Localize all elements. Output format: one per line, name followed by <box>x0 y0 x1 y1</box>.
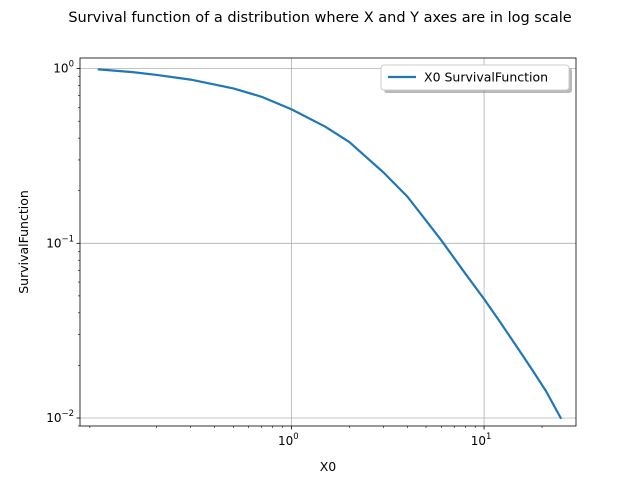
legend-frame <box>380 64 570 91</box>
minor-ticks <box>78 76 543 428</box>
grid-lines <box>80 58 576 426</box>
legend-label: X0 SurvivalFunction <box>424 70 548 85</box>
chart-title: Survival function of a distribution wher… <box>68 10 571 26</box>
x-tick-label: 100 <box>278 432 299 448</box>
x-tick-label: 101 <box>471 432 492 448</box>
x-axis-label: X0 <box>320 459 337 474</box>
y-tick-label: 100 <box>53 60 74 76</box>
y-tick-label: 10−2 <box>46 409 74 425</box>
series-layer <box>97 68 562 420</box>
y-tick-label: 10−1 <box>46 234 74 250</box>
plot-area-frame <box>79 57 577 427</box>
y-axis-label: SurvivalFunction <box>16 190 31 294</box>
axis-ticks: 100 101 100 10−1 10−2 <box>46 60 491 448</box>
survival-function-line <box>97 68 562 420</box>
legend: X0 SurvivalFunction <box>380 64 572 93</box>
